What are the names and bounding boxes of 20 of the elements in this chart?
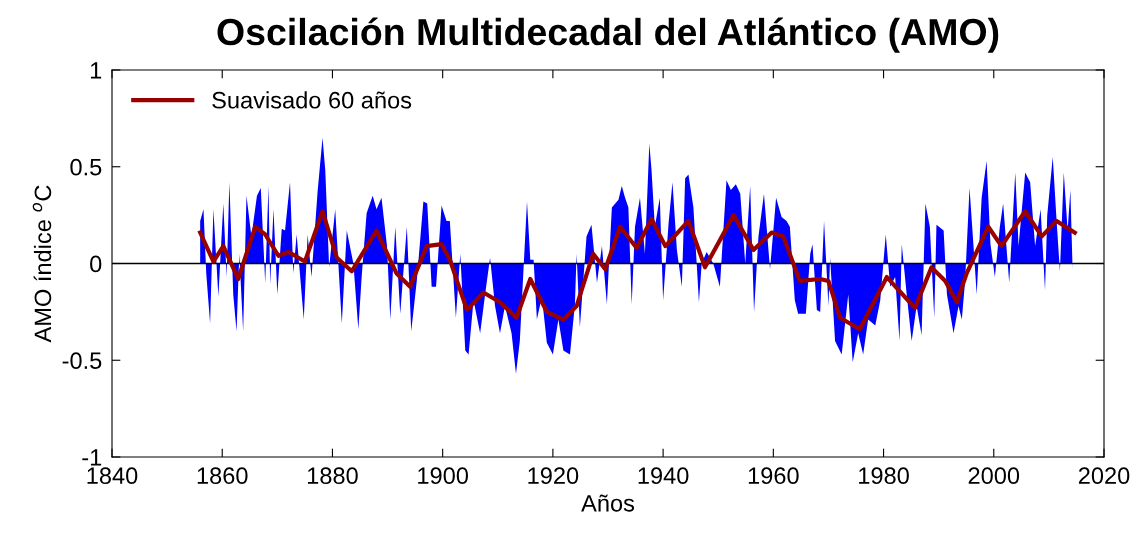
legend-label: Suavisado 60 años <box>212 91 412 109</box>
y-axis-title: AMO índice $^{o}$C <box>32 185 52 343</box>
x-tick-label: 1900 <box>418 467 469 485</box>
x-tick-label: 1840 <box>87 467 138 485</box>
x-tick-label: 1940 <box>638 467 689 485</box>
x-tick-label: 1960 <box>748 467 799 485</box>
x-tick-label: 1980 <box>859 467 909 485</box>
x-tick-label: 1880 <box>307 467 358 485</box>
y-tick-label: 0 <box>90 255 102 273</box>
x-tick-label: 1860 <box>197 467 248 485</box>
y-tick-label: 0.5 <box>70 158 102 176</box>
x-tick-label: 2020 <box>1078 467 1130 485</box>
y-tick-label: 1 <box>90 62 102 79</box>
y-tick-label: -1 <box>82 449 102 466</box>
chart-title: Oscilación Multidecadal del Atlántico (AMO) <box>217 17 999 53</box>
x-tick-label: 2000 <box>968 467 1020 485</box>
x-tick-label: 1920 <box>528 467 579 485</box>
y-tick-label: -0.5 <box>62 352 102 370</box>
line-series <box>198 209 1077 332</box>
x-axis-title: Años <box>581 494 635 512</box>
